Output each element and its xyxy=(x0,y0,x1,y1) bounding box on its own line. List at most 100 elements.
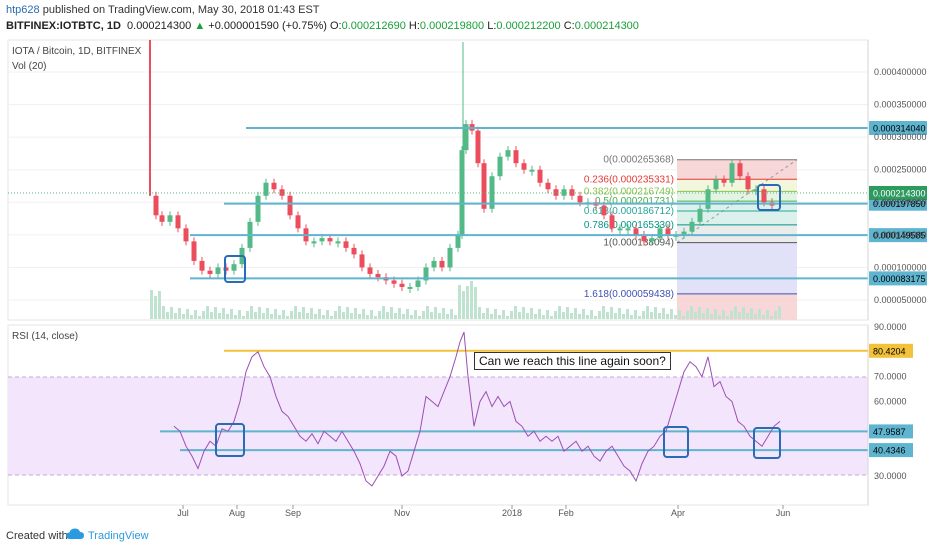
candle-body xyxy=(391,280,397,284)
volume-bar xyxy=(754,314,757,319)
volume-bar xyxy=(402,314,405,319)
volume-bar xyxy=(742,307,745,319)
time-tick-label: Feb xyxy=(558,508,574,518)
candle-body xyxy=(263,182,269,196)
volume-bar xyxy=(710,314,713,319)
candle-body xyxy=(553,189,559,196)
volume-bar xyxy=(674,315,677,319)
candle-body xyxy=(215,267,221,274)
highlight-box[interactable] xyxy=(757,184,781,211)
fib-level-label: 0.5(0.000201731) xyxy=(595,196,674,207)
highlight-box[interactable] xyxy=(224,255,246,283)
fib-zone xyxy=(677,242,797,294)
volume-bar xyxy=(322,315,325,319)
volume-bar xyxy=(454,315,457,319)
author-link[interactable]: htp628 xyxy=(6,4,40,16)
volume-bar xyxy=(634,310,637,319)
created-with-label: Created with xyxy=(6,530,68,542)
volume-bar xyxy=(242,316,245,319)
volume-bar xyxy=(434,307,437,319)
candle-body xyxy=(697,208,703,222)
volume-bar xyxy=(426,306,429,319)
volume-bar xyxy=(278,315,281,319)
price-tick-label: 0.000300000 xyxy=(874,132,927,142)
rsi-level-text: 40.4346 xyxy=(873,446,906,456)
rsi-highlight-box[interactable] xyxy=(215,423,245,457)
candle-body xyxy=(359,254,365,268)
volume-bar xyxy=(226,314,229,319)
volume-bar xyxy=(270,314,273,319)
volume-bar xyxy=(206,306,209,319)
rsi-horizontal-lines[interactable]: 80.4204 47.9587 40.4346 xyxy=(160,343,913,458)
candle-body xyxy=(255,195,261,222)
rsi-highlight-boxes[interactable] xyxy=(215,423,781,459)
candle-body xyxy=(497,156,503,177)
tradingview-cloud-icon xyxy=(66,528,84,539)
volume-bar xyxy=(298,312,301,319)
volume-bar xyxy=(490,314,493,319)
candle-body xyxy=(319,238,325,242)
horizontal-lines[interactable]: 0.000314040 0.000197850 0.000149585 0.00008… xyxy=(8,120,927,286)
volume-bar xyxy=(438,313,441,319)
volume-bar xyxy=(770,316,773,319)
candle-body xyxy=(505,150,511,157)
volume-bar xyxy=(294,306,297,319)
chart-canvas[interactable]: 0(0.000265368) 0.236(0.000235331)0.382(0.… xyxy=(0,38,932,520)
volume-bar xyxy=(522,307,525,319)
rsi-highlight-box[interactable] xyxy=(663,426,689,458)
volume-bar xyxy=(262,313,265,319)
candle-body xyxy=(649,238,655,242)
candle-body xyxy=(367,267,373,274)
volume-bar xyxy=(266,308,269,319)
volume-bar xyxy=(498,315,501,319)
rsi-annotation-callout[interactable]: Can we reach this line again soon? xyxy=(474,352,671,370)
volume-bar xyxy=(218,313,221,319)
time-axis[interactable]: Jul Aug Sep Nov 2018 Feb Apr Jun xyxy=(177,505,790,518)
volume-bar xyxy=(346,307,349,319)
volume-bar xyxy=(642,311,645,319)
price-label-text: 0.000149585 xyxy=(873,231,926,241)
high-value: 0.000219800 xyxy=(419,20,485,32)
candle-body xyxy=(287,195,293,216)
price-axis[interactable]: 0.000400000 0.000350000 0.000300000 0.00025… xyxy=(867,40,927,320)
volume-bar xyxy=(586,315,589,319)
candle-body xyxy=(399,283,405,287)
volume-bar xyxy=(650,312,653,319)
tradingview-brand-link[interactable]: TradingView xyxy=(88,530,149,542)
time-tick-label: 2018 xyxy=(502,508,522,518)
volume-bar xyxy=(418,316,421,319)
volume-bar xyxy=(566,307,569,319)
volume-bar xyxy=(334,311,337,319)
volume-bar xyxy=(482,313,485,319)
volume-bar xyxy=(158,291,161,319)
price-tick-label: 0.000050000 xyxy=(874,295,927,305)
open-value: 0.000212690 xyxy=(341,20,406,32)
highlight-boxes[interactable] xyxy=(224,184,781,283)
candle-body xyxy=(737,163,743,177)
volume-bar xyxy=(714,309,717,319)
rsi-highlight-box[interactable] xyxy=(753,427,781,459)
time-tick-label: Jun xyxy=(776,508,791,518)
volume-bar xyxy=(638,316,641,319)
volume-bar xyxy=(502,310,505,319)
volume-bar xyxy=(202,311,205,319)
fib-level-label: 0.618(0.000186712) xyxy=(584,206,674,217)
open-label: O: xyxy=(329,20,342,32)
volume-bar xyxy=(766,310,769,319)
volume-bar xyxy=(758,309,761,319)
volume-bar xyxy=(182,314,185,319)
volume-bar xyxy=(258,307,261,319)
low-label: L: xyxy=(487,20,497,32)
fibonacci-retracement[interactable]: 0(0.000265368) 0.236(0.000235331)0.382(0.… xyxy=(584,155,798,320)
candle-body xyxy=(423,267,429,281)
volume-bar xyxy=(702,313,705,319)
candle-body xyxy=(351,247,357,255)
volume-bar xyxy=(378,311,381,319)
main-pane-title: IOTA / Bitcoin, 1D, BITFINEX xyxy=(12,46,142,57)
rsi-axis[interactable]: 90.0000 70.0000 60.0000 30.0000 xyxy=(867,322,907,505)
candle-body xyxy=(407,286,413,289)
candle-body xyxy=(761,189,767,203)
volume-bar xyxy=(778,306,781,319)
volume-bar xyxy=(442,308,445,319)
current-price-text: 0.000214300 xyxy=(873,188,926,198)
